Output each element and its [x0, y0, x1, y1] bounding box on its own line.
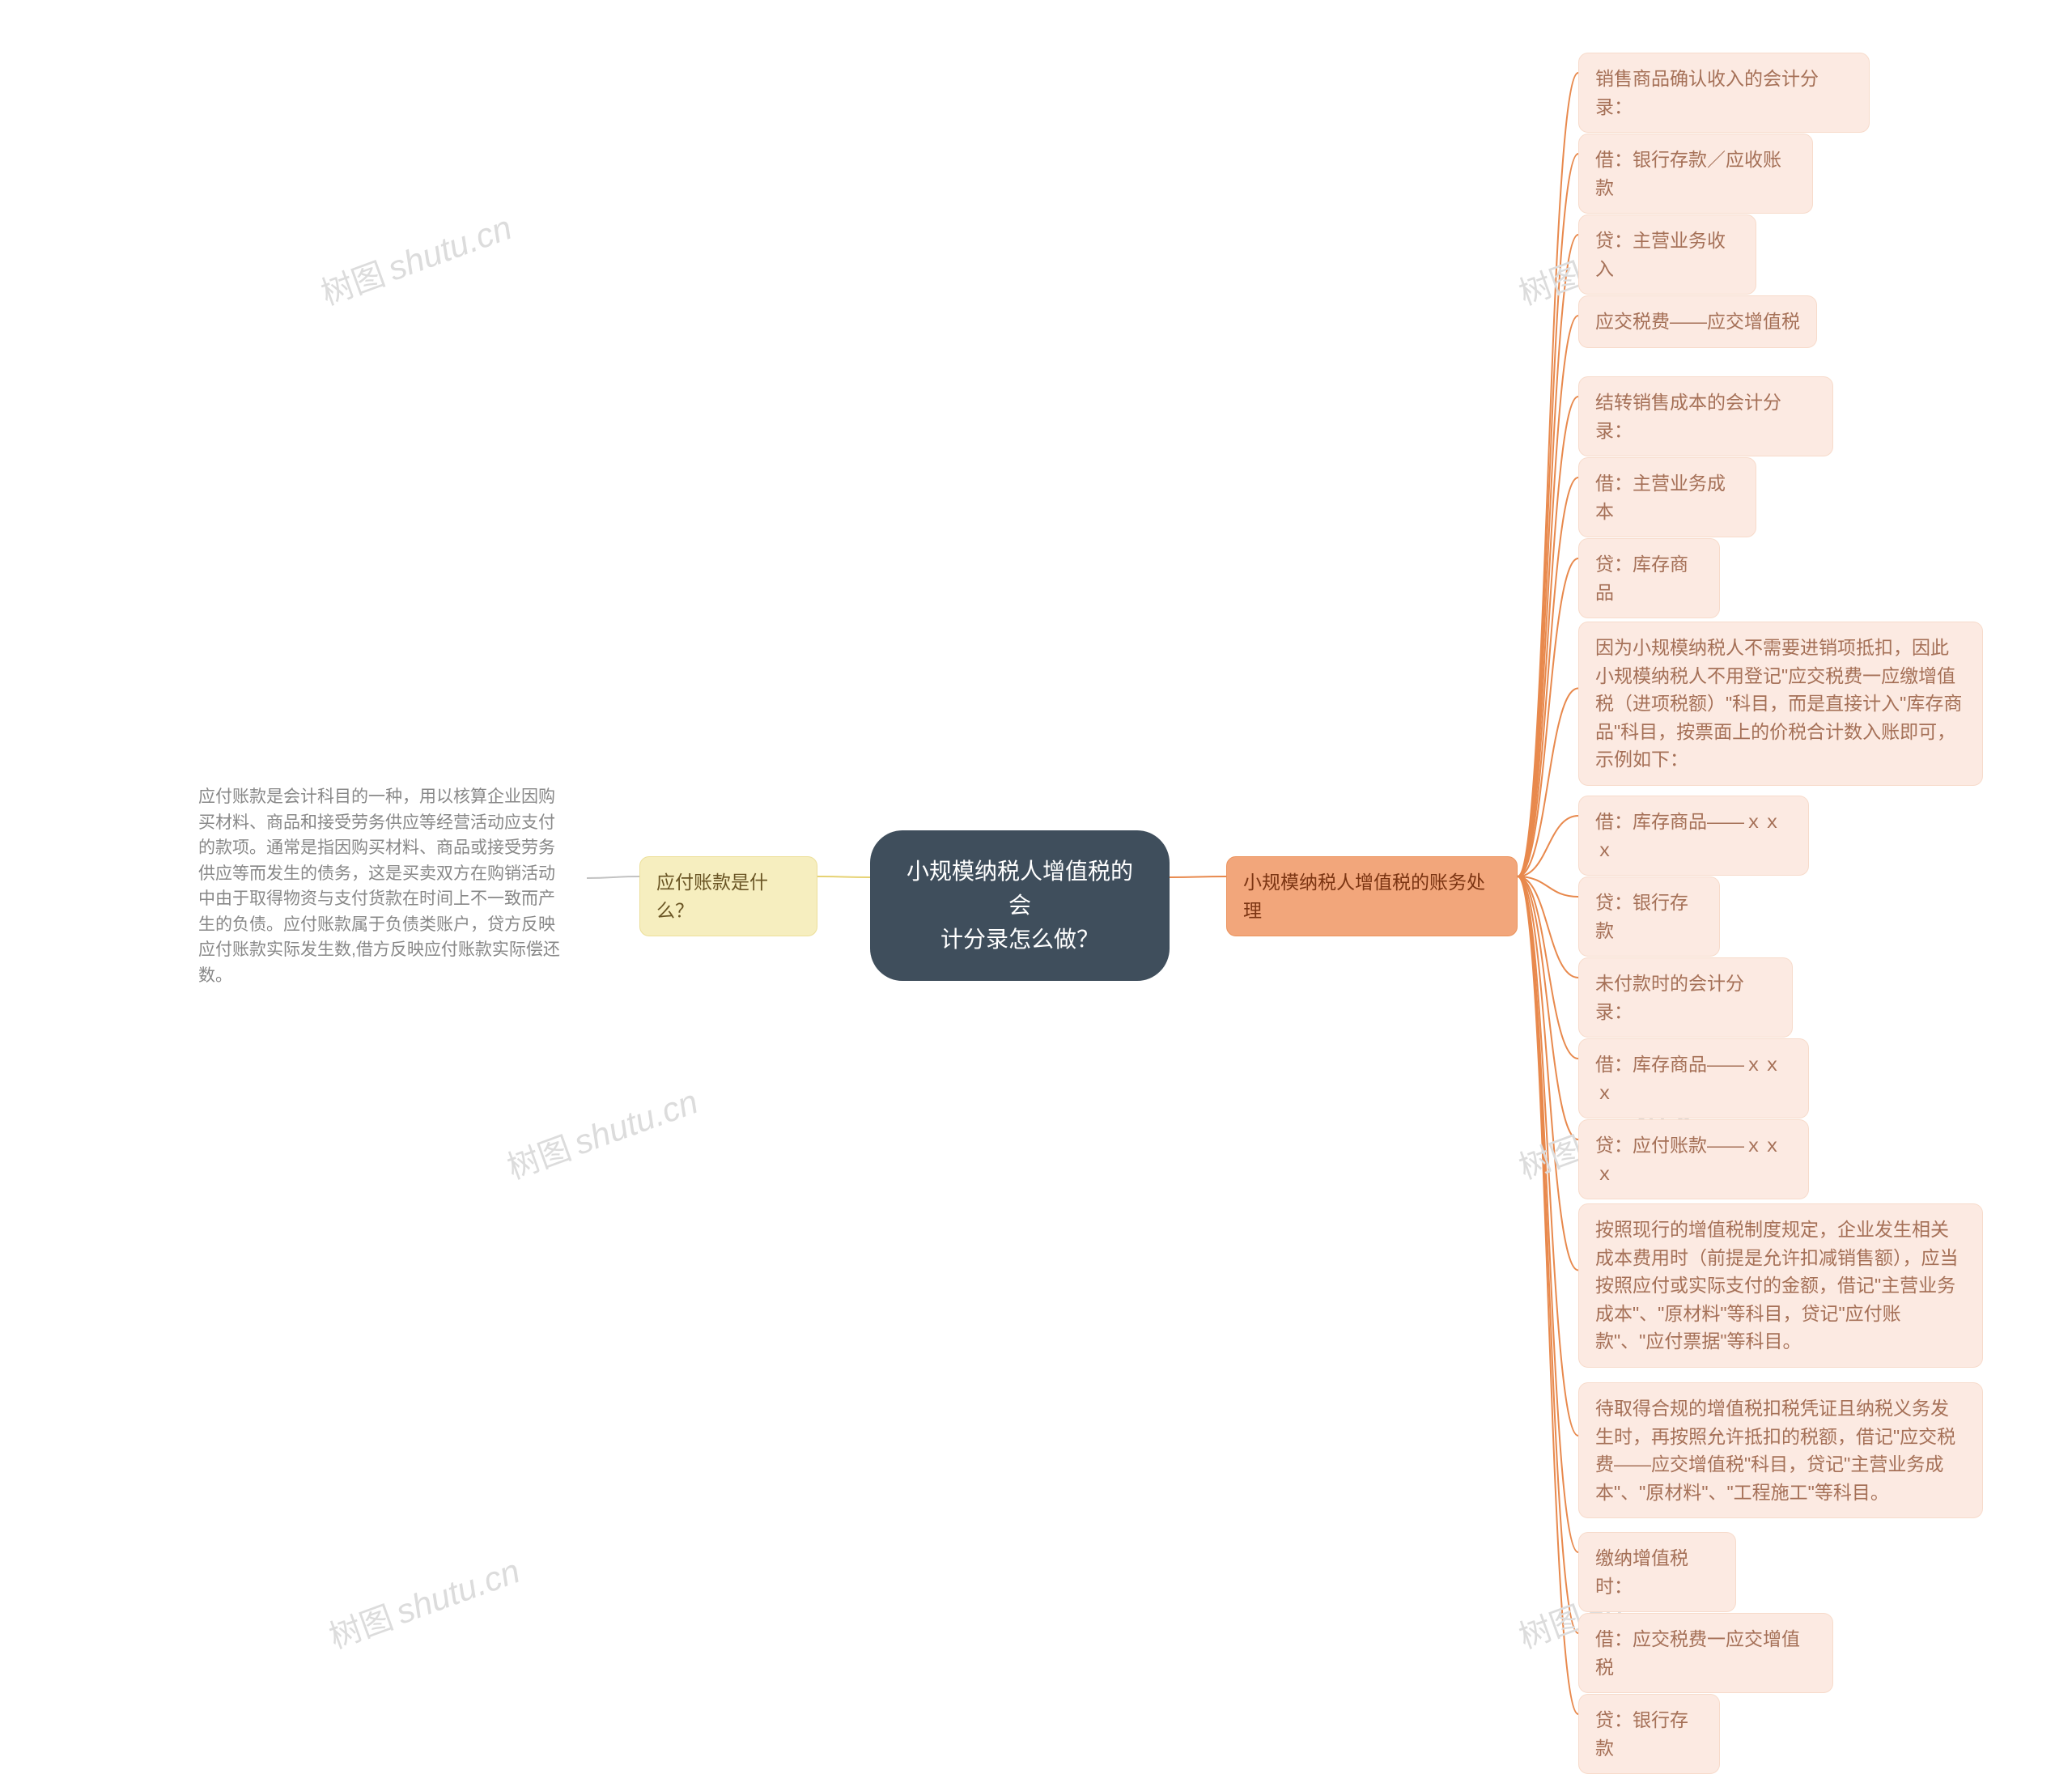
right-leaf-node[interactable]: 应交税费——应交增值税: [1578, 295, 1817, 348]
right-leaf-text: 借：应交税费一应交增值税: [1595, 1628, 1800, 1678]
right-leaf-node[interactable]: 贷：银行存款: [1578, 1694, 1720, 1774]
right-leaf-text: 借：库存商品——ｘｘｘ: [1595, 1054, 1781, 1103]
right-leaf-text: 结转销售成本的会计分录：: [1595, 392, 1781, 441]
right-leaf-node[interactable]: 因为小规模纳税人不需要进销项抵扣，因此小规模纳税人不用登记"应交税费一应缴增值税…: [1578, 622, 1983, 786]
right-leaf-text: 贷：主营业务收入: [1595, 230, 1726, 279]
right-leaf-node[interactable]: 待取得合规的增值税扣税凭证且纳税义务发生时，再按照允许抵扣的税额，借记"应交税费…: [1578, 1382, 1983, 1518]
right-leaf-node[interactable]: 贷：银行存款: [1578, 876, 1720, 957]
watermark-prefix: 树图: [325, 1600, 397, 1656]
right-leaf-text: 销售商品确认收入的会计分录：: [1595, 68, 1819, 117]
right-leaf-node[interactable]: 销售商品确认收入的会计分录：: [1578, 53, 1870, 133]
right-leaf-node[interactable]: 借：库存商品——ｘｘｘ: [1578, 796, 1809, 876]
right-leaf-node[interactable]: 未付款时的会计分录：: [1578, 957, 1793, 1038]
watermark-text: shutu.cn: [569, 1082, 703, 1161]
right-leaf-text: 借：主营业务成本: [1595, 473, 1726, 522]
right-leaf-node[interactable]: 缴纳增值税时：: [1578, 1532, 1736, 1612]
watermark-text: shutu.cn: [383, 208, 516, 287]
right-branch-text: 小规模纳税人增值税的账务处理: [1243, 872, 1485, 921]
right-leaf-text: 待取得合规的增值税扣税凭证且纳税义务发生时，再按照允许抵扣的税额，借记"应交税费…: [1595, 1398, 1955, 1503]
right-leaf-text: 缴纳增值税时：: [1595, 1547, 1688, 1597]
right-leaf-text: 未付款时的会计分录：: [1595, 973, 1744, 1022]
watermark: 树图shutu.cn: [314, 202, 518, 315]
watermark: 树图shutu.cn: [322, 1546, 526, 1658]
left-branch-text: 应付账款是什么？: [656, 872, 768, 921]
watermark: 树图shutu.cn: [500, 1076, 704, 1189]
left-leaf-node[interactable]: 应付账款是会计科目的一种，用以核算企业因购买材料、商品和接受劳务供应等经营活动应…: [182, 773, 587, 999]
watermark-prefix: 树图: [1514, 257, 1587, 312]
right-leaf-node[interactable]: 结转销售成本的会计分录：: [1578, 376, 1833, 456]
right-leaf-node[interactable]: 贷：主营业务收入: [1578, 214, 1756, 295]
right-leaf-node[interactable]: 借：银行存款／应收账款: [1578, 134, 1813, 214]
right-leaf-text: 贷：银行存款: [1595, 1709, 1688, 1759]
right-leaf-text: 借：库存商品——ｘｘｘ: [1595, 811, 1781, 860]
right-leaf-node[interactable]: 借：库存商品——ｘｘｘ: [1578, 1038, 1809, 1118]
right-leaf-text: 借：银行存款／应收账款: [1595, 149, 1781, 198]
mindmap-canvas: 树图shutu.cn树图shutu.cn树图shutu.cn树图shutu.cn…: [0, 0, 2072, 1752]
right-leaf-text: 贷：应付账款——ｘｘｘ: [1595, 1135, 1781, 1184]
right-leaf-text: 因为小规模纳税人不需要进销项抵扣，因此小规模纳税人不用登记"应交税费一应缴增值税…: [1595, 637, 1962, 770]
root-node[interactable]: 小规模纳税人增值税的会计分录怎么做？: [870, 830, 1170, 981]
root-text: 小规模纳税人增值税的会计分录怎么做？: [906, 859, 1133, 952]
watermark-prefix: 树图: [316, 257, 389, 312]
right-leaf-text: 贷：库存商品: [1595, 554, 1688, 603]
right-leaf-text: 按照现行的增值税制度规定，企业发生相关成本费用时（前提是允许扣减销售额），应当按…: [1595, 1219, 1959, 1352]
left-leaf-text: 应付账款是会计科目的一种，用以核算企业因购买材料、商品和接受劳务供应等经营活动应…: [198, 787, 560, 985]
right-leaf-node[interactable]: 借：主营业务成本: [1578, 457, 1756, 537]
watermark-prefix: 树图: [503, 1131, 575, 1186]
right-branch-node[interactable]: 小规模纳税人增值税的账务处理: [1226, 856, 1518, 936]
left-branch-node[interactable]: 应付账款是什么？: [639, 856, 817, 936]
right-leaf-node[interactable]: 贷：应付账款——ｘｘｘ: [1578, 1119, 1809, 1199]
right-leaf-text: 贷：银行存款: [1595, 892, 1688, 941]
watermark-text: shutu.cn: [391, 1551, 524, 1631]
right-leaf-text: 应交税费——应交增值税: [1595, 311, 1800, 332]
watermark-prefix: 树图: [1514, 1131, 1587, 1186]
right-leaf-node[interactable]: 借：应交税费一应交增值税: [1578, 1613, 1833, 1693]
right-leaf-node[interactable]: 贷：库存商品: [1578, 538, 1720, 618]
watermark-prefix: 树图: [1514, 1600, 1587, 1656]
right-leaf-node[interactable]: 按照现行的增值税制度规定，企业发生相关成本费用时（前提是允许扣减销售额），应当按…: [1578, 1203, 1983, 1368]
